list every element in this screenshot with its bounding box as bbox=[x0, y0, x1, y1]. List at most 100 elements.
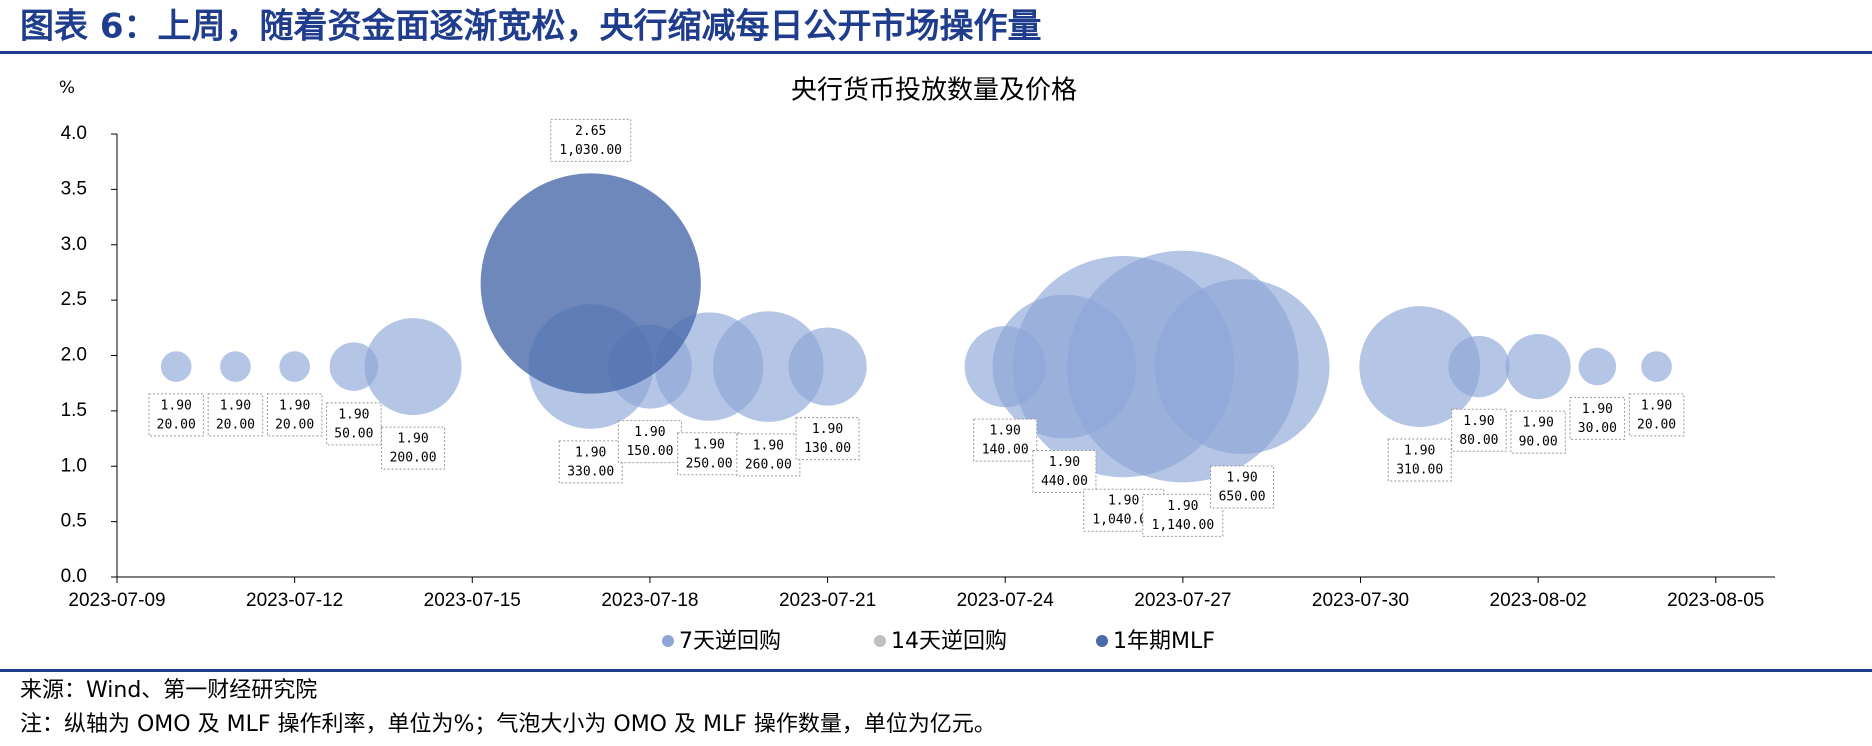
y-unit: % bbox=[59, 78, 75, 98]
data-label-box bbox=[148, 393, 204, 437]
y-tick-label: 3.5 bbox=[61, 178, 87, 199]
data-label: 20.00 bbox=[216, 417, 255, 432]
data-label-box bbox=[1210, 465, 1275, 509]
bubble bbox=[713, 311, 824, 422]
data-label: 260.00 bbox=[745, 457, 792, 472]
legend-label: 14天逆回购 bbox=[891, 629, 1007, 654]
data-label-box bbox=[617, 420, 682, 464]
data-label: 80.00 bbox=[1459, 433, 1498, 448]
data-label: 1.90 bbox=[397, 432, 428, 447]
data-label: 150.00 bbox=[626, 444, 673, 459]
data-label: 1.90 bbox=[634, 425, 665, 440]
data-label: 20.00 bbox=[275, 417, 314, 432]
data-label: 1.90 bbox=[279, 398, 310, 413]
data-label-box bbox=[550, 118, 632, 162]
data-label-box bbox=[736, 433, 801, 477]
data-label: 1.90 bbox=[1049, 455, 1080, 470]
legend-marker bbox=[1096, 635, 1108, 647]
data-label: 1.90 bbox=[338, 407, 369, 422]
data-label-box bbox=[558, 440, 623, 484]
data-label: 90.00 bbox=[1519, 435, 1558, 450]
data-label: 140.00 bbox=[982, 443, 1029, 458]
data-label-box bbox=[266, 393, 323, 437]
bubble bbox=[1641, 351, 1672, 382]
data-label-box bbox=[795, 417, 860, 461]
data-label: 1.90 bbox=[161, 398, 192, 413]
bubble bbox=[329, 342, 379, 391]
data-label: 1.90 bbox=[1641, 398, 1672, 413]
data-label: 1.90 bbox=[1463, 414, 1494, 429]
x-tick-label: 2023-07-27 bbox=[1134, 590, 1231, 611]
x-tick-label: 2023-08-05 bbox=[1667, 590, 1764, 611]
bubble bbox=[364, 318, 462, 416]
data-label-box bbox=[207, 393, 264, 437]
footer-rule bbox=[0, 669, 1872, 672]
bubble bbox=[1359, 306, 1481, 427]
footer-source: 来源：Wind、第一财经研究院 bbox=[20, 678, 317, 703]
data-label: 1,040.00 bbox=[1092, 513, 1155, 528]
data-label: 1.90 bbox=[220, 398, 251, 413]
legend-label: 7天逆回购 bbox=[679, 629, 781, 654]
data-label: 1.90 bbox=[693, 437, 724, 452]
data-label: 2.65 bbox=[575, 124, 606, 139]
data-label: 1,030.00 bbox=[559, 143, 622, 158]
data-label: 1.90 bbox=[575, 445, 606, 460]
bubble bbox=[220, 351, 251, 382]
data-label-box bbox=[973, 418, 1038, 462]
y-tick-label: 1.5 bbox=[61, 400, 87, 421]
data-label-box bbox=[326, 402, 382, 446]
data-label: 440.00 bbox=[1041, 474, 1088, 489]
bubble bbox=[1448, 335, 1510, 398]
data-label-box bbox=[677, 432, 742, 476]
data-label: 1.90 bbox=[1167, 499, 1198, 514]
x-tick-label: 2023-07-12 bbox=[246, 590, 343, 611]
y-tick-label: 1.0 bbox=[61, 455, 87, 476]
data-label: 250.00 bbox=[686, 456, 733, 471]
bubble bbox=[1154, 279, 1330, 455]
header-title: 图表 6：上周，随着资金面逐渐宽松，央行缩减每日公开市场操作量 bbox=[20, 7, 1042, 47]
legend-label: 1年期MLF bbox=[1113, 629, 1215, 654]
data-label: 20.00 bbox=[1637, 417, 1676, 432]
x-tick-label: 2023-07-21 bbox=[779, 590, 876, 611]
data-label-box bbox=[1032, 450, 1097, 494]
data-label: 1.90 bbox=[990, 424, 1021, 439]
x-tick-label: 2023-07-09 bbox=[68, 590, 165, 611]
bubble bbox=[788, 327, 867, 406]
y-tick-label: 3.0 bbox=[61, 234, 87, 255]
data-label-box bbox=[1510, 410, 1566, 454]
data-label: 1.90 bbox=[1404, 443, 1435, 458]
data-label: 1.90 bbox=[1108, 494, 1139, 509]
data-label: 1.90 bbox=[812, 422, 843, 437]
data-label: 200.00 bbox=[390, 451, 437, 466]
x-tick-label: 2023-07-24 bbox=[957, 590, 1055, 611]
legend-marker bbox=[874, 635, 886, 647]
data-label-box bbox=[1451, 408, 1507, 452]
x-tick-label: 2023-07-15 bbox=[424, 590, 521, 611]
bubble bbox=[480, 173, 701, 394]
x-tick-label: 2023-07-30 bbox=[1312, 590, 1409, 611]
data-label: 1.90 bbox=[1522, 416, 1553, 431]
data-label: 330.00 bbox=[567, 464, 614, 479]
y-tick-label: 0.0 bbox=[61, 566, 87, 587]
data-label: 310.00 bbox=[1396, 462, 1443, 477]
bubble bbox=[1505, 334, 1571, 400]
bubble bbox=[1578, 347, 1617, 386]
data-label: 1,140.00 bbox=[1152, 518, 1215, 533]
data-label-box bbox=[1387, 438, 1452, 482]
data-label: 30.00 bbox=[1578, 421, 1617, 436]
x-tick-label: 2023-08-02 bbox=[1490, 590, 1587, 611]
bubble bbox=[279, 351, 310, 382]
data-label: 130.00 bbox=[804, 441, 851, 456]
legend: 7天逆回购 14天逆回购 1年期MLF bbox=[662, 629, 1215, 654]
data-label: 1.90 bbox=[1226, 471, 1257, 486]
data-label: 1.90 bbox=[753, 438, 784, 453]
y-tick-label: 2.0 bbox=[61, 345, 87, 366]
data-label: 1.90 bbox=[1582, 402, 1613, 417]
y-tick-label: 0.5 bbox=[61, 511, 87, 532]
y-tick-label: 2.5 bbox=[61, 289, 87, 310]
data-label-box bbox=[1628, 393, 1685, 437]
plot: 0.0 0.5 1.0 1.5 2.0 2.5 3.0 3.5 4.0 2023-07-09 202… bbox=[61, 118, 1775, 611]
data-label-box bbox=[1569, 396, 1626, 440]
data-label-box bbox=[381, 426, 446, 470]
